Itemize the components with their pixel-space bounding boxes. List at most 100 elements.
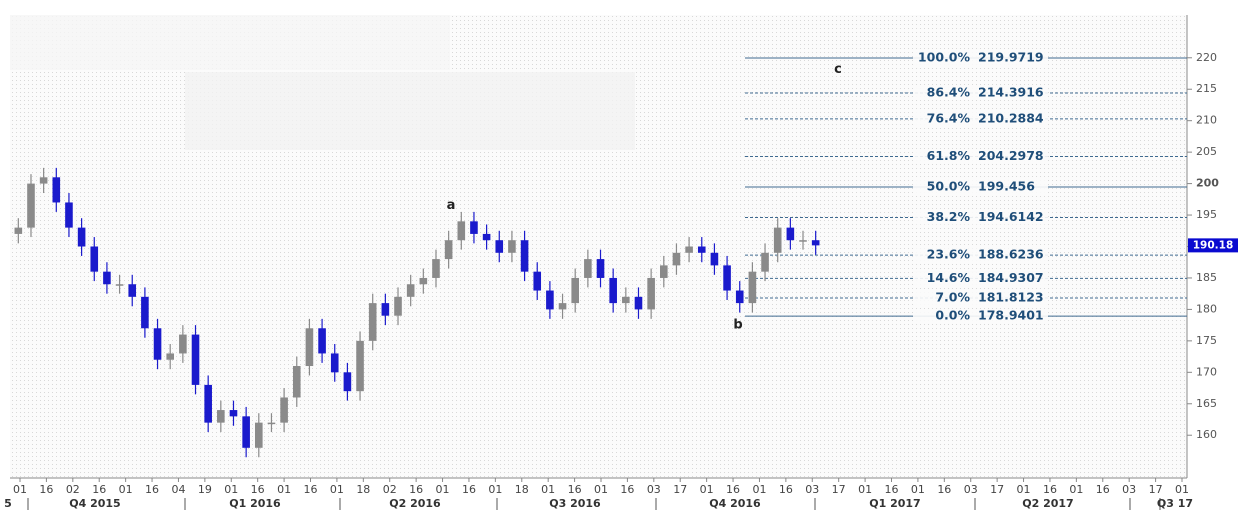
x-tick-label: 03	[1122, 483, 1136, 496]
x-tick-label: 16	[409, 483, 423, 496]
fib-label-bg	[913, 271, 1048, 286]
candle-body	[204, 384, 212, 423]
x-tick-label: 17	[673, 483, 687, 496]
candle-body	[786, 227, 795, 241]
x-tick-label: 01	[911, 483, 925, 496]
fib-percent: 38.2%	[927, 209, 971, 224]
fib-value: 178.9401	[978, 308, 1044, 323]
x-tick-label: 19	[198, 483, 212, 496]
fib-value: 181.8123	[978, 290, 1044, 305]
x-tick-label: 01	[1175, 483, 1189, 496]
x-tick-label: 17	[832, 483, 846, 496]
candle-body	[520, 240, 529, 272]
fib-percent: 61.8%	[927, 148, 971, 163]
wave-label: c	[834, 62, 842, 77]
quarter-label: Q2 2016	[389, 497, 441, 510]
x-tick-label: 01	[119, 483, 133, 496]
candle-body	[305, 328, 314, 367]
candle-body	[482, 233, 491, 241]
candle-body	[381, 303, 390, 316]
fib-value: 210.2884	[978, 110, 1044, 125]
candle-body	[229, 410, 238, 417]
x-tick-label: 16	[92, 483, 106, 496]
candle-body	[748, 271, 757, 304]
quarter-label: Q4 2016	[709, 497, 761, 510]
candle-body	[191, 334, 200, 385]
x-tick-label: 01	[700, 483, 714, 496]
candle-body	[77, 227, 86, 247]
candle-body	[584, 259, 592, 278]
candle-body	[368, 303, 377, 341]
fib-label-bg	[913, 149, 1048, 164]
x-tick-label: 17	[1149, 483, 1163, 496]
candle-body	[685, 246, 693, 253]
candle-body	[318, 328, 326, 354]
fib-label-bg	[913, 111, 1048, 126]
candle-body	[672, 252, 681, 266]
y-tick-label: 205	[1196, 145, 1217, 158]
candle-body	[647, 277, 655, 310]
x-tick-label: 16	[885, 483, 899, 496]
fib-percent: 76.4%	[927, 110, 971, 125]
y-tick-label: 170	[1196, 365, 1217, 378]
candle-body	[735, 290, 744, 304]
quarter-label: Q2 2017	[1022, 497, 1073, 510]
x-tick-label: 16	[568, 483, 582, 496]
candle-body	[811, 240, 820, 246]
fib-percent: 86.4%	[927, 85, 971, 100]
candle-body	[141, 296, 149, 329]
fib-label-bg	[913, 210, 1048, 225]
candle-body	[394, 296, 402, 316]
x-tick-label: 16	[1096, 483, 1110, 496]
candle-body	[723, 265, 731, 291]
candle-body	[773, 227, 782, 253]
x-tick-label: 01	[1069, 483, 1083, 496]
candle-body	[242, 416, 250, 448]
candle-body	[90, 246, 99, 272]
fib-value: 184.9307	[978, 270, 1044, 285]
x-tick-label: 01	[594, 483, 608, 496]
candle-body	[14, 227, 23, 234]
x-tick-label: 16	[251, 483, 265, 496]
y-tick-label: 180	[1196, 302, 1217, 315]
candle-body	[166, 353, 174, 360]
x-tick-label: 04	[171, 483, 185, 496]
fib-label-bg	[913, 50, 1048, 65]
candle-body	[115, 284, 124, 286]
candle-body	[444, 240, 453, 260]
x-tick-label: 16	[1043, 483, 1057, 496]
fib-value: 199.456	[978, 179, 1035, 194]
y-tick-label: 220	[1196, 51, 1217, 64]
fib-label-bg	[913, 248, 1048, 263]
quarter-label: 5	[4, 497, 12, 510]
candle-body	[634, 296, 643, 310]
x-tick-label: 03	[647, 483, 661, 496]
x-tick-label: 01	[541, 483, 555, 496]
candle-body	[217, 410, 225, 423]
x-tick-label: 03	[964, 483, 978, 496]
panel-patch	[185, 72, 635, 150]
candle-body	[406, 284, 415, 297]
candle-body	[39, 177, 48, 184]
fib-percent: 23.6%	[927, 247, 971, 262]
candle-body	[280, 397, 288, 423]
x-tick-label: 01	[13, 483, 27, 496]
candle-body	[571, 277, 579, 304]
candle-body	[356, 340, 364, 392]
y-tick-label: 185	[1196, 271, 1217, 284]
last-price-box	[1188, 238, 1238, 253]
fib-label-bg	[913, 291, 1048, 306]
fib-percent: 100.0%	[918, 49, 971, 64]
candle-body	[470, 221, 478, 234]
quarter-label: Q4 2015	[69, 497, 120, 510]
x-tick-label: 01	[752, 483, 766, 496]
x-tick-label: 02	[383, 483, 397, 496]
candle-body	[533, 271, 542, 291]
candle-body	[761, 252, 769, 272]
x-tick-label: 16	[620, 483, 634, 496]
last-price-label: 190.18	[1193, 239, 1234, 251]
candle-body	[495, 240, 504, 253]
candle-body	[697, 246, 706, 253]
x-tick-label: 18	[356, 483, 370, 496]
candle-body	[622, 296, 630, 304]
